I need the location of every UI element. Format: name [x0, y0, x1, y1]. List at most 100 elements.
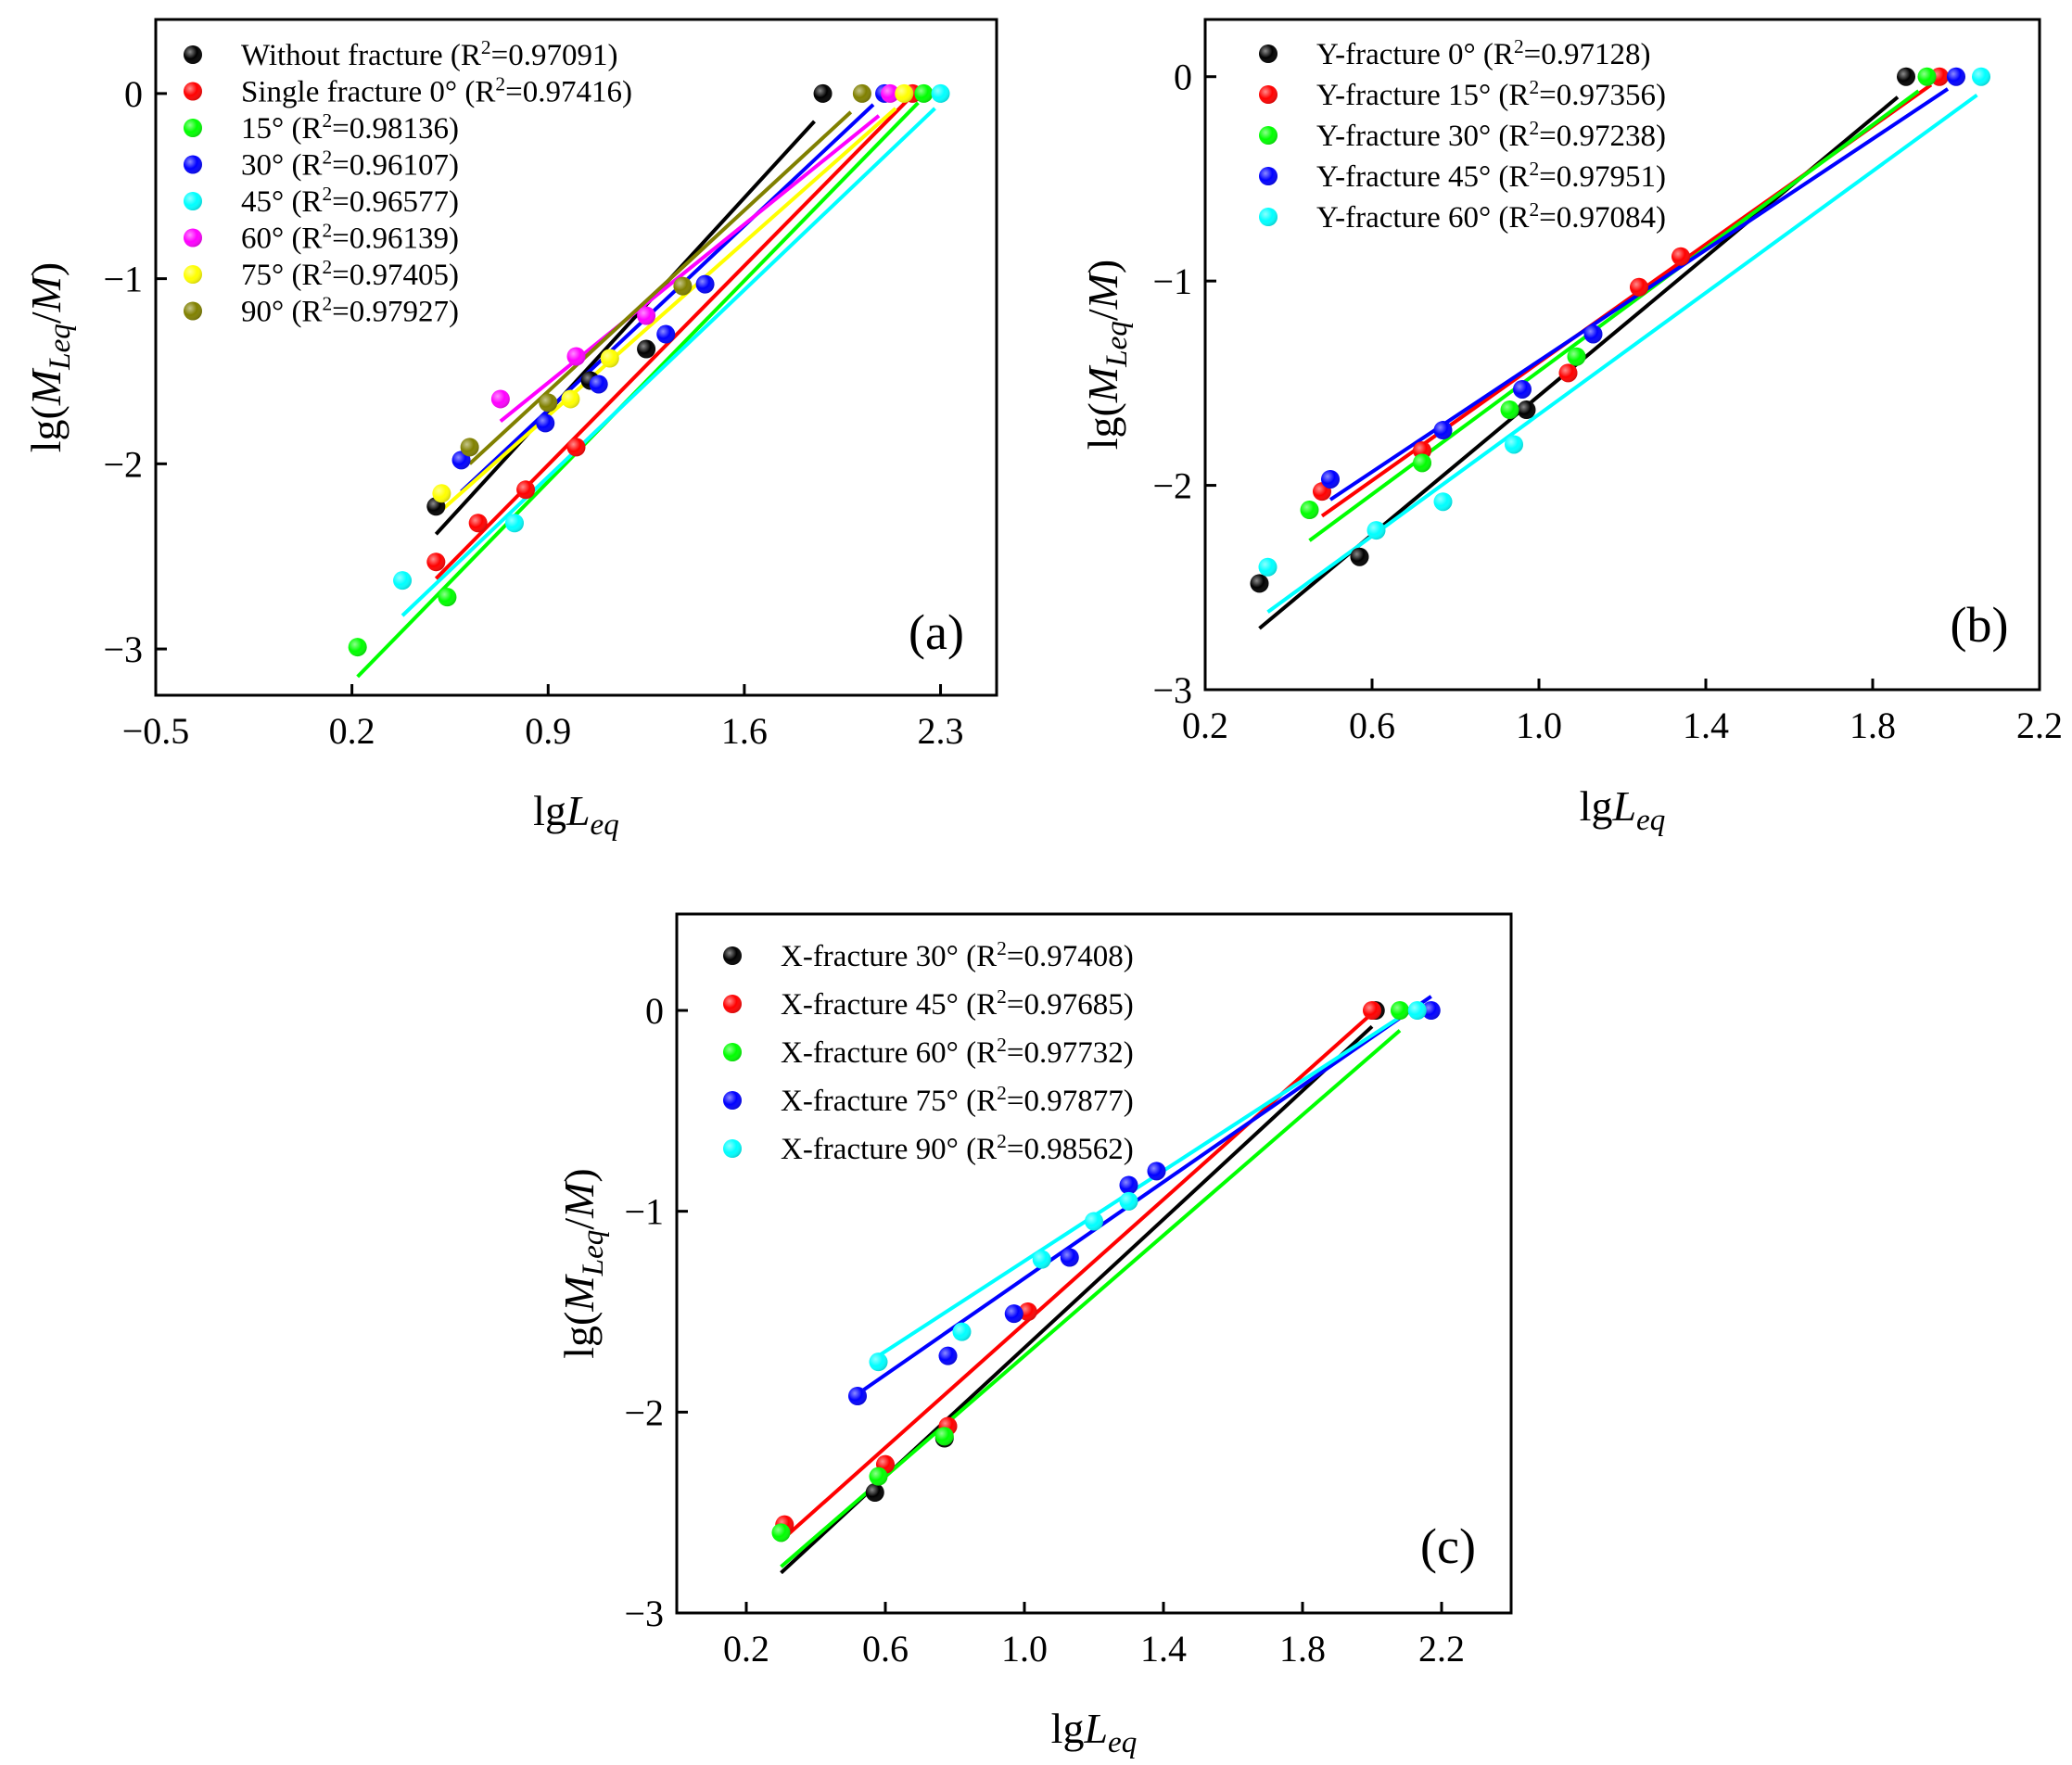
data-point-shade	[589, 375, 608, 394]
data-point-shade	[490, 389, 510, 409]
data-point-shade	[1513, 379, 1532, 399]
data-point-shade	[438, 588, 457, 607]
data-point-shade	[637, 306, 656, 325]
panel-label-c: (c)	[1420, 1518, 1476, 1574]
data-point-shade	[600, 349, 619, 368]
data-point-shade	[934, 1427, 954, 1446]
data-point-shade	[865, 1483, 884, 1502]
legend-entry-a-2: 15° (R2=0.98136)	[241, 109, 459, 146]
y-tick-label: −2	[624, 1391, 664, 1433]
y-tick-label: −3	[1152, 669, 1192, 711]
legend-entry-b-4: Y-fracture 60° (R2=0.97084)	[1316, 198, 1666, 235]
x-tick-label: 2.3	[918, 710, 964, 752]
data-point-shade	[432, 484, 451, 503]
legend-marker-shade	[184, 45, 202, 64]
x-tick-label: −0.5	[122, 710, 190, 752]
data-point-shade	[460, 438, 479, 457]
data-point-shade	[673, 276, 693, 296]
data-point-shade	[1407, 1001, 1427, 1020]
legend-entry-c-3: X-fracture 75° (R2=0.97877)	[781, 1082, 1134, 1118]
data-point-shade	[1567, 347, 1586, 366]
data-point-shade	[504, 514, 524, 533]
x-tick-label: 0.2	[723, 1628, 769, 1670]
y-tick-label: −1	[1152, 260, 1192, 302]
panel-label-a: (a)	[909, 604, 964, 660]
legend-marker-shade	[184, 228, 202, 248]
data-point-shade	[914, 83, 934, 103]
legend-marker-shade	[184, 265, 202, 284]
data-point-shade	[1147, 1162, 1166, 1181]
data-point-shade	[1321, 469, 1340, 489]
data-point-shade	[1500, 400, 1519, 420]
plot-frame-b	[1203, 18, 2041, 692]
data-point-shade	[1119, 1191, 1138, 1211]
x-tick-label: 0.9	[525, 710, 571, 752]
data-point-shade	[1258, 557, 1278, 577]
x-tick-label: 0.6	[1349, 705, 1395, 746]
legend-entry-c-4: X-fracture 90° (R2=0.98562)	[781, 1130, 1134, 1166]
data-point-shade	[952, 1322, 972, 1341]
fit-line-a-5	[499, 114, 881, 423]
data-point-shade	[895, 83, 914, 103]
fit-line-c-3	[856, 995, 1432, 1396]
plot-frame-a	[154, 18, 998, 697]
x-axis-label: lgLeq	[1580, 782, 1666, 837]
data-point-shade	[1018, 1302, 1037, 1321]
fit-line-a-0	[434, 120, 816, 536]
fit-line-b-4	[1266, 93, 1978, 614]
x-tick-label: 1.8	[1279, 1628, 1326, 1670]
data-point-shade	[1085, 1212, 1103, 1231]
legend-entry-a-4: 45° (R2=0.96577)	[241, 183, 459, 219]
y-tick-label: −2	[103, 443, 143, 485]
data-point-shade	[516, 480, 536, 500]
data-point-shade	[1300, 501, 1319, 520]
legend-entry-a-3: 30° (R2=0.96107)	[241, 146, 459, 183]
y-tick-label: 0	[645, 990, 664, 1032]
fit-line-a-7	[468, 110, 853, 465]
x-tick-label: 0.2	[329, 710, 375, 752]
fit-line-a-4	[400, 107, 936, 617]
data-point-shade	[869, 1352, 888, 1372]
data-point-shade	[348, 638, 367, 657]
data-point-shade	[1558, 363, 1578, 383]
data-point-shade	[1433, 421, 1453, 440]
x-tick-label: 1.4	[1140, 1628, 1187, 1670]
x-tick-label: 1.0	[1516, 705, 1562, 746]
legend-entry-a-0: Without fracture (R2=0.97091)	[241, 36, 618, 72]
y-tick-label: −1	[624, 1191, 664, 1233]
y-tick-label: −1	[103, 259, 143, 300]
legend-marker-shade	[1259, 126, 1278, 145]
x-tick-label: 2.2	[2016, 705, 2063, 746]
data-point-shade	[771, 1523, 791, 1543]
legend-marker-shade	[184, 301, 202, 321]
legend-entry-c-0: X-fracture 30° (R2=0.97408)	[781, 937, 1134, 973]
data-point-shade	[468, 514, 488, 533]
legend-marker-shade	[723, 995, 742, 1013]
legend-marker-shade	[184, 119, 202, 137]
legend-entry-c-1: X-fracture 45° (R2=0.97685)	[781, 985, 1134, 1022]
data-point-shade	[1367, 521, 1386, 540]
data-point-shade	[566, 347, 586, 366]
x-axis-label: lgLeq	[533, 787, 619, 842]
legend-entry-a-6: 75° (R2=0.97405)	[241, 256, 459, 292]
fit-line-a-3	[460, 103, 875, 493]
legend-entry-a-7: 90° (R2=0.97927)	[241, 293, 459, 329]
x-tick-label: 1.4	[1683, 705, 1729, 746]
data-point-shade	[561, 389, 580, 409]
y-tick-label: −2	[1152, 465, 1192, 507]
data-point-shade	[1421, 1001, 1441, 1020]
fit-line-a-6	[440, 107, 897, 512]
y-tick-label: −3	[103, 629, 143, 670]
legend-entry-b-2: Y-fracture 30° (R2=0.97238)	[1316, 117, 1666, 153]
y-axis-label: lg(MLeq/M)	[1079, 260, 1134, 451]
data-point-shade	[931, 83, 950, 103]
fit-line-b-2	[1308, 89, 1920, 542]
data-point-shade	[1947, 67, 1965, 86]
y-tick-label: 0	[124, 73, 143, 115]
data-point-shade	[566, 438, 586, 457]
x-tick-label: 0.6	[862, 1628, 909, 1670]
data-point-shade	[1363, 1001, 1381, 1020]
y-tick-label: 0	[1174, 57, 1192, 98]
data-point-shade	[1004, 1304, 1023, 1324]
